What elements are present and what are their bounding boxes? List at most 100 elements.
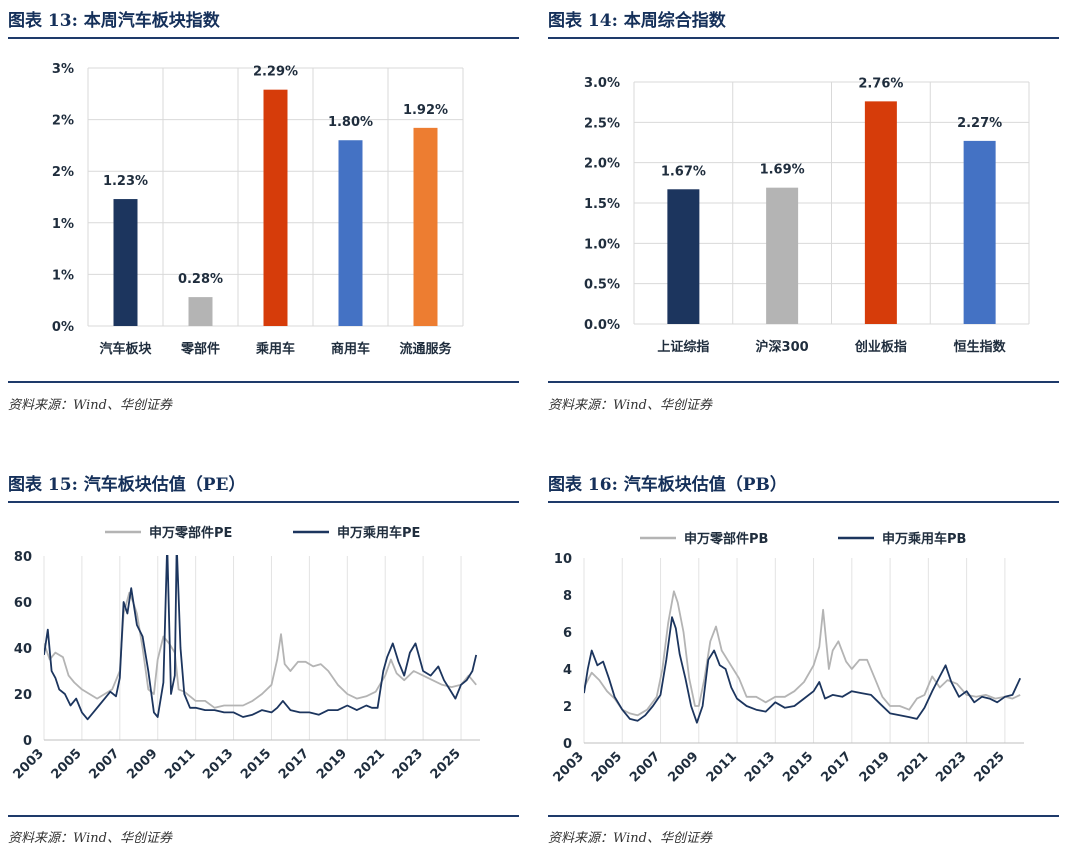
chart-15-top-rule	[8, 501, 519, 503]
y-tick-label: 1%	[52, 268, 74, 283]
y-tick-label: 2.5%	[584, 116, 620, 131]
chart-13-plot: 0% 1% 1% 2% 2% 3% 1.23% 汽车板块 0.28% 零部件 2.29% 乘用车 1.8…	[52, 62, 464, 357]
chart-14-plot: 0.0% 0.5% 1.0% 1.5% 2.0% 2.5% 3.0% 1.67% 上证综指 1.6…	[584, 76, 1030, 355]
bar-2	[188, 297, 213, 326]
x-tick-label: 2003	[551, 749, 587, 785]
bar-3	[263, 89, 288, 326]
legend-label: 申万乘用车PE	[337, 525, 420, 541]
chart-14-title: 图表 14: 本周综合指数	[548, 11, 726, 31]
x-category-label: 上证综指	[657, 339, 709, 355]
legend-label: 申万零部件PE	[149, 525, 232, 541]
x-tick-label: 2021	[352, 746, 388, 782]
y-tick-label: 1.0%	[584, 237, 620, 252]
chart-15-plot: 2003 2005 2007 2009 2011 2013 2015 2017 2019 2021…	[11, 525, 480, 782]
chart-16-bottom-rule	[548, 815, 1059, 817]
x-tick-label: 2011	[162, 746, 198, 782]
x-category-label: 恒生指数	[954, 339, 1007, 355]
data-label: 1.69%	[760, 163, 805, 178]
y-tick-label: 0.5%	[584, 278, 620, 293]
x-tick-label: 2017	[818, 749, 854, 785]
data-label: 0.28%	[178, 272, 223, 287]
x-tick-label: 2003	[11, 746, 47, 782]
series-line-2	[584, 616, 1022, 724]
y-tick-label: 3.0%	[584, 76, 620, 91]
chart-13-title: 图表 13: 本周汽车板块指数	[8, 11, 220, 31]
chart-13-top-rule	[8, 37, 519, 39]
x-category-label: 沪深300	[756, 339, 809, 355]
y-tick-label: 4	[563, 663, 572, 678]
y-tick-label: 80	[14, 550, 32, 565]
chart-13-bottom-rule	[8, 381, 519, 383]
y-tick-label: 20	[14, 688, 32, 703]
x-category-label: 零部件	[180, 341, 220, 357]
y-tick-label: 3%	[52, 62, 74, 77]
chart-16-title: 图表 16: 汽车板块估值（PB）	[548, 475, 787, 495]
chart-15-source: 资料来源：Wind、华创证券	[8, 831, 172, 846]
y-tick-label: 2.0%	[584, 157, 620, 172]
x-tick-label: 2015	[238, 746, 274, 782]
bar-4	[963, 140, 996, 324]
bar-1	[113, 199, 138, 326]
bar-5	[413, 127, 438, 326]
x-tick-label: 2017	[276, 746, 312, 782]
x-tick-label: 2009	[124, 746, 160, 782]
series-line-1	[584, 590, 1021, 717]
data-label: 2.76%	[858, 76, 903, 91]
x-category-label: 乘用车	[255, 341, 295, 357]
x-tick-label: 2019	[314, 746, 350, 782]
x-tick-label: 2023	[933, 749, 969, 785]
chart-15-bottom-rule	[8, 815, 519, 817]
x-tick-label: 2025	[972, 749, 1008, 785]
legend-label: 申万乘用车PB	[882, 531, 966, 547]
y-tick-label: 8	[563, 589, 572, 604]
chart-16-top-rule	[548, 501, 1059, 503]
y-tick-label: 60	[14, 596, 32, 611]
y-tick-label: 1%	[52, 217, 74, 232]
x-tick-label: 2005	[49, 746, 85, 782]
bar-3	[864, 101, 897, 324]
x-tick-label: 2011	[704, 749, 740, 785]
bar-2	[766, 187, 799, 324]
series-line-2	[44, 555, 478, 721]
x-tick-label: 2013	[742, 749, 778, 785]
legend-label: 申万零部件PB	[684, 531, 768, 547]
chart-13-source: 资料来源：Wind、华创证券	[8, 398, 172, 413]
chart-14-top-rule	[548, 37, 1059, 39]
chart-16-source: 资料来源：Wind、华创证券	[548, 831, 712, 846]
data-label: 2.29%	[253, 65, 298, 80]
x-tick-label: 2019	[857, 749, 893, 785]
data-label: 1.67%	[661, 164, 706, 179]
data-label: 1.92%	[403, 103, 448, 118]
y-tick-label: 2%	[52, 114, 74, 129]
series-line-1	[44, 591, 477, 709]
data-label: 2.27%	[957, 116, 1002, 131]
bar-4	[338, 140, 363, 326]
x-tick-label: 2005	[589, 749, 625, 785]
x-tick-label: 2007	[627, 749, 663, 785]
data-label: 1.23%	[103, 174, 148, 189]
y-tick-label: 0.0%	[584, 318, 620, 333]
y-tick-label: 40	[14, 642, 32, 657]
x-category-label: 流通服务	[399, 341, 452, 357]
y-tick-label: 0	[23, 734, 32, 749]
y-tick-label: 1.5%	[584, 197, 620, 212]
x-tick-label: 2009	[665, 749, 701, 785]
chart-14-bottom-rule	[548, 381, 1059, 383]
y-tick-label: 0	[563, 737, 572, 752]
x-tick-label: 2013	[200, 746, 236, 782]
y-tick-label: 2	[563, 700, 572, 715]
x-category-label: 商用车	[331, 341, 370, 357]
x-tick-label: 2007	[86, 746, 122, 782]
chart-14-source: 资料来源：Wind、华创证券	[548, 398, 712, 413]
x-tick-label: 2025	[428, 746, 464, 782]
x-tick-label: 2015	[780, 749, 816, 785]
x-tick-label: 2023	[390, 746, 426, 782]
y-tick-label: 6	[563, 626, 572, 641]
data-label: 1.80%	[328, 115, 373, 130]
chart-15-title: 图表 15: 汽车板块估值（PE）	[8, 475, 246, 495]
x-tick-label: 2021	[895, 749, 931, 785]
y-tick-label: 2%	[52, 165, 74, 180]
chart-16-plot: 2003 2005 2007 2009 2011 2013 2015 2017 2019 2021…	[551, 531, 1024, 785]
y-tick-label: 10	[554, 552, 572, 567]
bar-1	[667, 189, 700, 324]
